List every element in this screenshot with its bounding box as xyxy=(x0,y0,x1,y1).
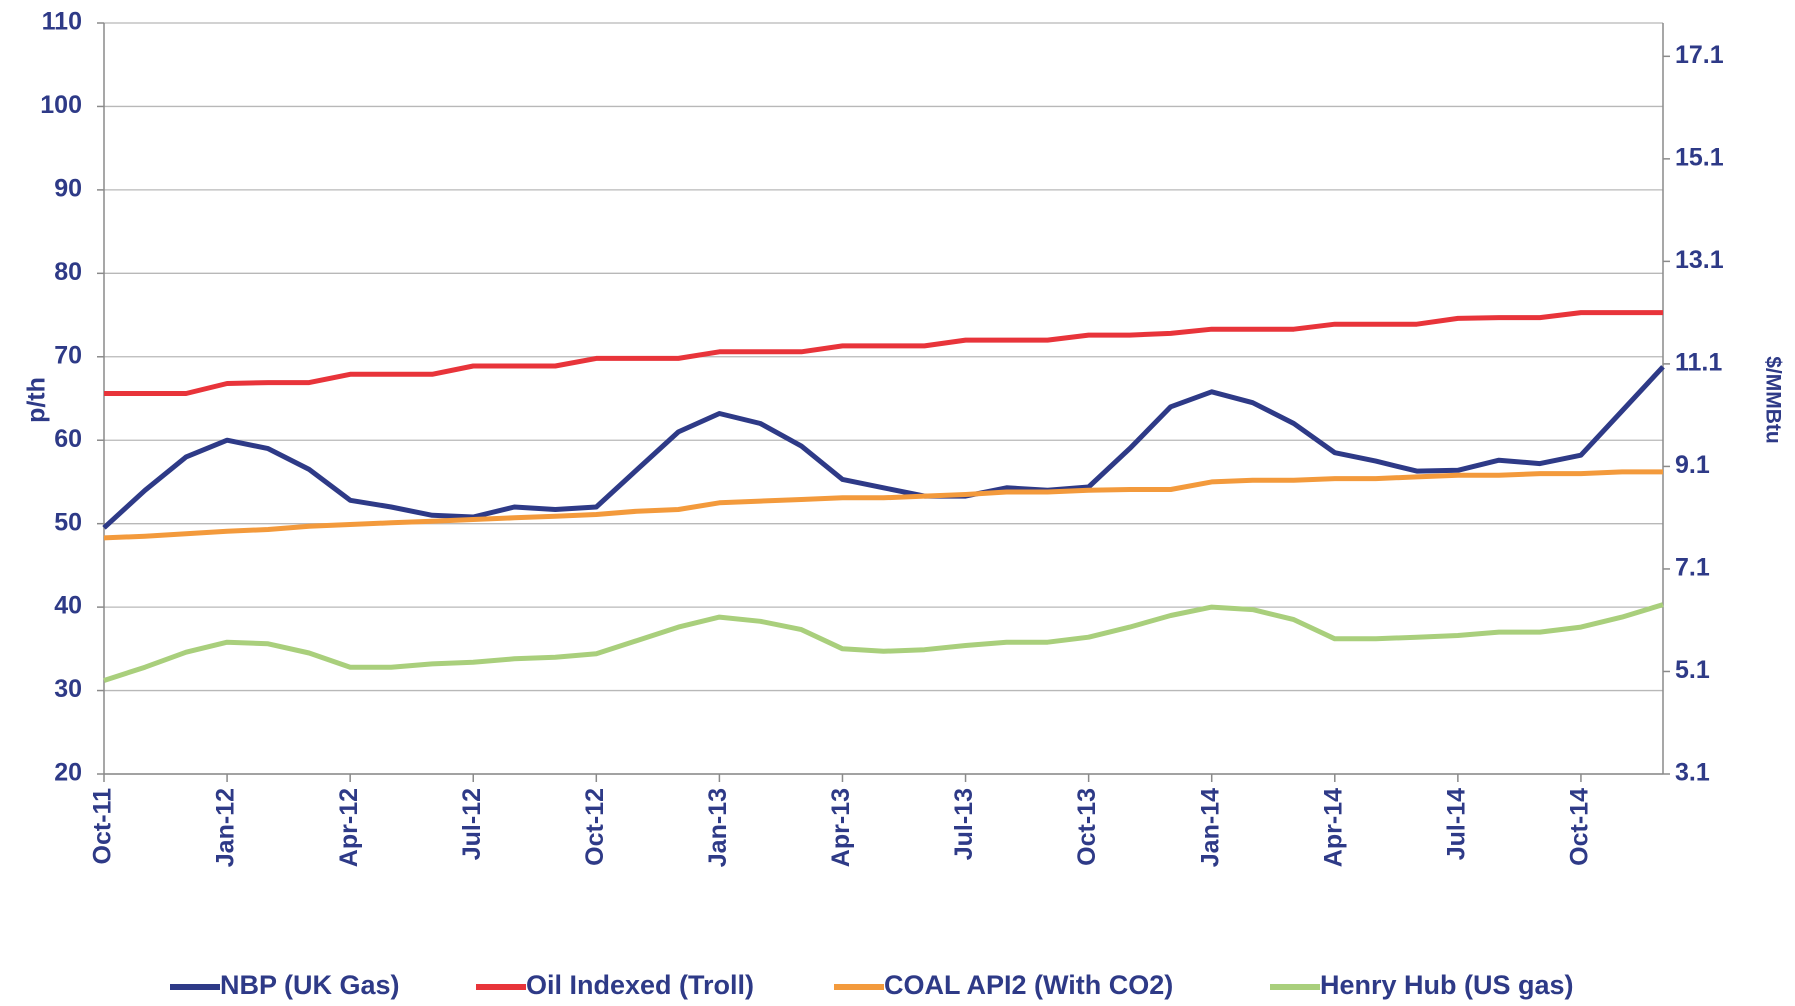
series-line xyxy=(103,602,1664,683)
y2-axis-label: $/MMBtu xyxy=(1761,356,1784,444)
y2-tick-label: 3.1 xyxy=(1675,759,1710,787)
y-axis-label: p/th xyxy=(23,377,51,423)
y2-tick-label: 7.1 xyxy=(1675,554,1710,582)
y-tick-label: 80 xyxy=(54,258,82,286)
x-tick-label: Oct-11 xyxy=(89,788,117,865)
y-tick-label: 20 xyxy=(54,759,82,787)
x-tick-label: Jul-14 xyxy=(1442,788,1470,860)
y-tick-label: 110 xyxy=(42,8,82,36)
x-tick-label: Oct-13 xyxy=(1073,788,1101,866)
x-tick-label: Apr-13 xyxy=(827,788,855,867)
legend-label: COAL API2 (With CO2) xyxy=(884,970,1173,1000)
y-tick-label: 100 xyxy=(40,91,82,119)
x-tick-label: Jul-12 xyxy=(458,788,486,860)
x-tick-label: Oct-14 xyxy=(1566,788,1594,866)
x-tick-label: Apr-14 xyxy=(1319,788,1347,867)
legend-label: Henry Hub (US gas) xyxy=(1320,970,1574,1000)
x-tick-label: Jan-13 xyxy=(704,788,732,867)
series-line xyxy=(102,365,1665,530)
y-tick-label: 60 xyxy=(54,425,82,453)
y-tick-label: 50 xyxy=(54,508,82,536)
y2-tick-label: 11.1 xyxy=(1675,349,1722,377)
x-tick-label: Jul-13 xyxy=(950,788,978,860)
y2-tick-label: 5.1 xyxy=(1675,656,1710,684)
legend-label: Oil Indexed (Troll) xyxy=(526,970,754,1000)
x-tick-label: Jan-14 xyxy=(1196,788,1224,867)
y-tick-label: 90 xyxy=(54,174,82,202)
series-line xyxy=(103,469,1663,541)
y2-tick-label: 15.1 xyxy=(1675,143,1724,171)
y-tick-label: 70 xyxy=(54,341,82,369)
legend-label: NBP (UK Gas) xyxy=(220,970,400,1000)
y2-tick-label: 9.1 xyxy=(1675,451,1710,479)
y-tick-label: 40 xyxy=(54,592,82,620)
y-tick-label: 30 xyxy=(54,675,82,703)
series-line xyxy=(104,310,1663,396)
x-tick-label: Oct-12 xyxy=(581,788,609,866)
x-tick-label: Apr-12 xyxy=(335,788,363,867)
y2-tick-label: 17.1 xyxy=(1675,41,1724,69)
y2-tick-label: 13.1 xyxy=(1675,246,1724,274)
x-tick-label: Jan-12 xyxy=(212,788,240,867)
